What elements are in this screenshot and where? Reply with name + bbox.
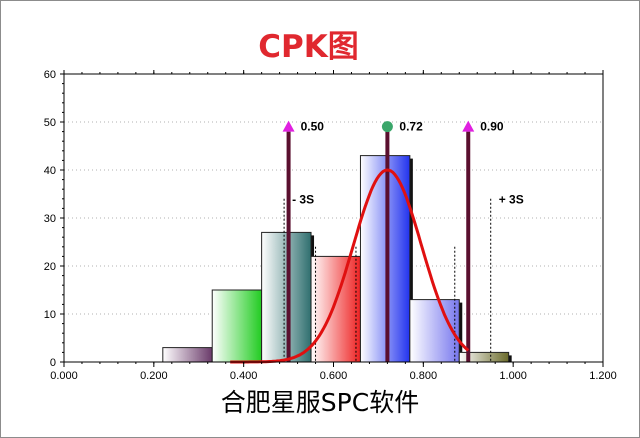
center-marker — [381, 121, 393, 133]
x-tick-label: 0.200 — [140, 370, 168, 382]
axes: 0 10 20 30 40 50 60 0.000 0.200 0.400 0.600 0.800 1.… — [44, 69, 617, 382]
x-tick-label: 1.200 — [589, 370, 617, 382]
histogram-bars — [162, 155, 512, 363]
marker-label: 0.90 — [480, 120, 504, 134]
x-tick-label: 1.000 — [499, 370, 527, 382]
footer-caption: 合肥星服SPC软件 — [220, 388, 420, 417]
marker-label: 0.72 — [399, 120, 423, 134]
y-tick-label: 50 — [44, 117, 56, 129]
y-tick-label: 0 — [50, 357, 56, 369]
chart-title: CPK图 — [258, 29, 359, 65]
reference-lines — [282, 120, 492, 362]
x-tick-label: 0.800 — [410, 370, 438, 382]
histogram-bar — [261, 231, 312, 363]
histogram-bar — [211, 289, 263, 363]
histogram-bar — [310, 255, 361, 363]
histogram-bar — [162, 347, 213, 363]
annotation-labels: 0.50 0.72 0.90 - 3S + 3S — [292, 120, 524, 207]
y-tick-label: 30 — [44, 213, 56, 225]
sigma-label: - 3S — [292, 193, 314, 207]
histogram-bar — [359, 155, 411, 363]
y-tick-label: 60 — [44, 69, 56, 81]
x-tick-label: 0.000 — [50, 370, 78, 382]
x-tick-label: 0.400 — [230, 370, 258, 382]
spec-limit-marker — [282, 120, 295, 132]
y-tick-label: 40 — [44, 165, 56, 177]
sigma-label: + 3S — [499, 193, 524, 207]
y-tick-label: 10 — [44, 309, 56, 321]
marker-label: 0.50 — [301, 120, 325, 134]
spec-limit-marker — [462, 120, 475, 132]
y-tick-label: 20 — [44, 261, 56, 273]
x-tick-label: 0.600 — [320, 370, 348, 382]
